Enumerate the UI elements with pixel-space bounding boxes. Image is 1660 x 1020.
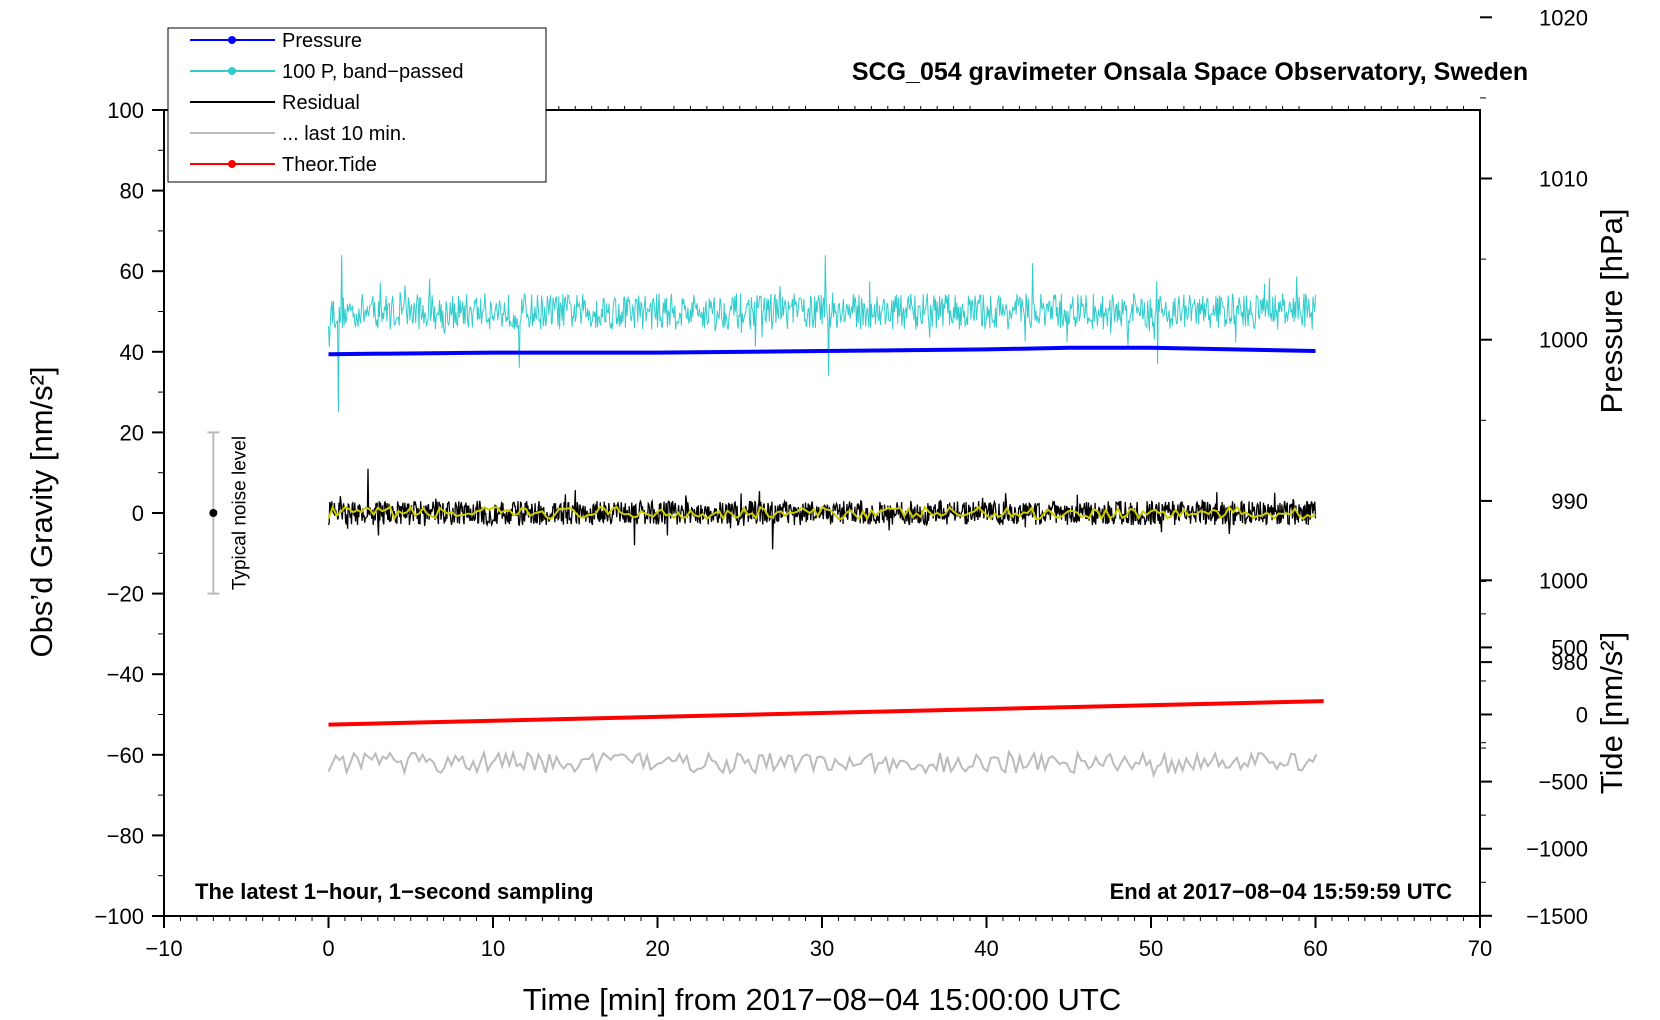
tide-tick-label: −500 — [1538, 770, 1588, 795]
residual-line — [327, 468, 1317, 550]
theoretical-tide-line — [328, 699, 1324, 727]
noise-label: Typical noise level — [229, 436, 250, 590]
pressure-tick-label: 1010 — [1539, 167, 1588, 192]
data-layer — [327, 255, 1324, 779]
y-tick-label: 20 — [120, 420, 144, 445]
y-tick-label: −40 — [107, 662, 144, 687]
legend-label: Theor.Tide — [282, 154, 377, 176]
pressure-axis-label: Pressure [hPa] — [1594, 208, 1629, 413]
pressure-line — [328, 345, 1316, 357]
x-tick-label: −10 — [145, 936, 182, 961]
legend-label: Residual — [282, 92, 360, 114]
tide-tick-label: −1000 — [1526, 837, 1588, 862]
x-axis-label: Time [min] from 2017−08−04 15:00:00 UTC — [523, 982, 1122, 1017]
annotation-sampling: The latest 1−hour, 1−second sampling — [195, 879, 594, 904]
bandpassed-pressure-line — [328, 255, 1316, 413]
tide-tick-label: 500 — [1551, 635, 1588, 660]
tide-tick-label: 1000 — [1539, 568, 1588, 593]
y-axis-pressure: 9809901000101010201030 — [1480, 5, 1588, 744]
y-tick-label: −20 — [107, 582, 144, 607]
x-tick-label: 20 — [645, 936, 669, 961]
legend-box — [167, 27, 547, 183]
y-tick-label: −80 — [107, 823, 144, 848]
y-tick-label: −60 — [107, 743, 144, 768]
x-tick-label: 0 — [322, 936, 334, 961]
last-10-min-line — [327, 749, 1318, 779]
y-tick-label: 60 — [120, 259, 144, 284]
pressure-tick-label: 1020 — [1539, 5, 1588, 30]
annotation-end-time: End at 2017−08−04 15:59:59 UTC — [1110, 879, 1453, 904]
x-tick-label: 30 — [810, 936, 834, 961]
pressure-tick-label: 990 — [1551, 489, 1588, 514]
y-tick-label: 100 — [107, 98, 144, 123]
x-tick-label: 60 — [1303, 936, 1327, 961]
tide-tick-label: 0 — [1576, 703, 1588, 728]
y-tick-label: −100 — [94, 904, 144, 929]
x-axis: −10 0 10 20 30 40 50 60 70 — [145, 106, 1492, 961]
legend-label: 100 P, band−passed — [282, 61, 463, 83]
legend-marker — [228, 160, 236, 168]
legend-marker — [228, 36, 236, 44]
pressure-tick-label: 980 — [1551, 650, 1588, 675]
noise-center-dot — [209, 509, 218, 517]
legend-label: Pressure — [282, 30, 362, 52]
x-tick-label: 70 — [1468, 936, 1492, 961]
x-tick-label: 10 — [481, 936, 505, 961]
tide-axis-label: Tide [nm/s²] — [1594, 632, 1629, 795]
noise-indicator: Typical noise level — [207, 431, 250, 595]
y-tick-label: 0 — [132, 501, 144, 526]
pressure-tick-label: 1000 — [1539, 328, 1588, 353]
legend-label: ... last 10 min. — [282, 123, 407, 145]
y-tick-label: 40 — [120, 340, 144, 365]
y-tick-label: 80 — [120, 179, 144, 204]
legend-marker — [228, 67, 236, 75]
x-tick-label: 40 — [974, 936, 998, 961]
y-axis-label: Obs’d Gravity [nm/s²] — [24, 366, 59, 657]
legend: Pressure 100 P, band−passed Residual ... la… — [167, 27, 547, 183]
chart-title: SCG_054 gravimeter Onsala Space Observat… — [852, 58, 1528, 86]
smoothed-residual-line — [327, 504, 1316, 522]
tide-tick-label: −1500 — [1526, 904, 1588, 929]
y-axis-tide: −1500 −1000 −500 0 500 1000 — [1480, 568, 1588, 929]
x-tick-label: 50 — [1139, 936, 1163, 961]
y-axis-left: −100 −80 −60 −40 −20 0 20 40 60 80 100 — [94, 98, 164, 929]
